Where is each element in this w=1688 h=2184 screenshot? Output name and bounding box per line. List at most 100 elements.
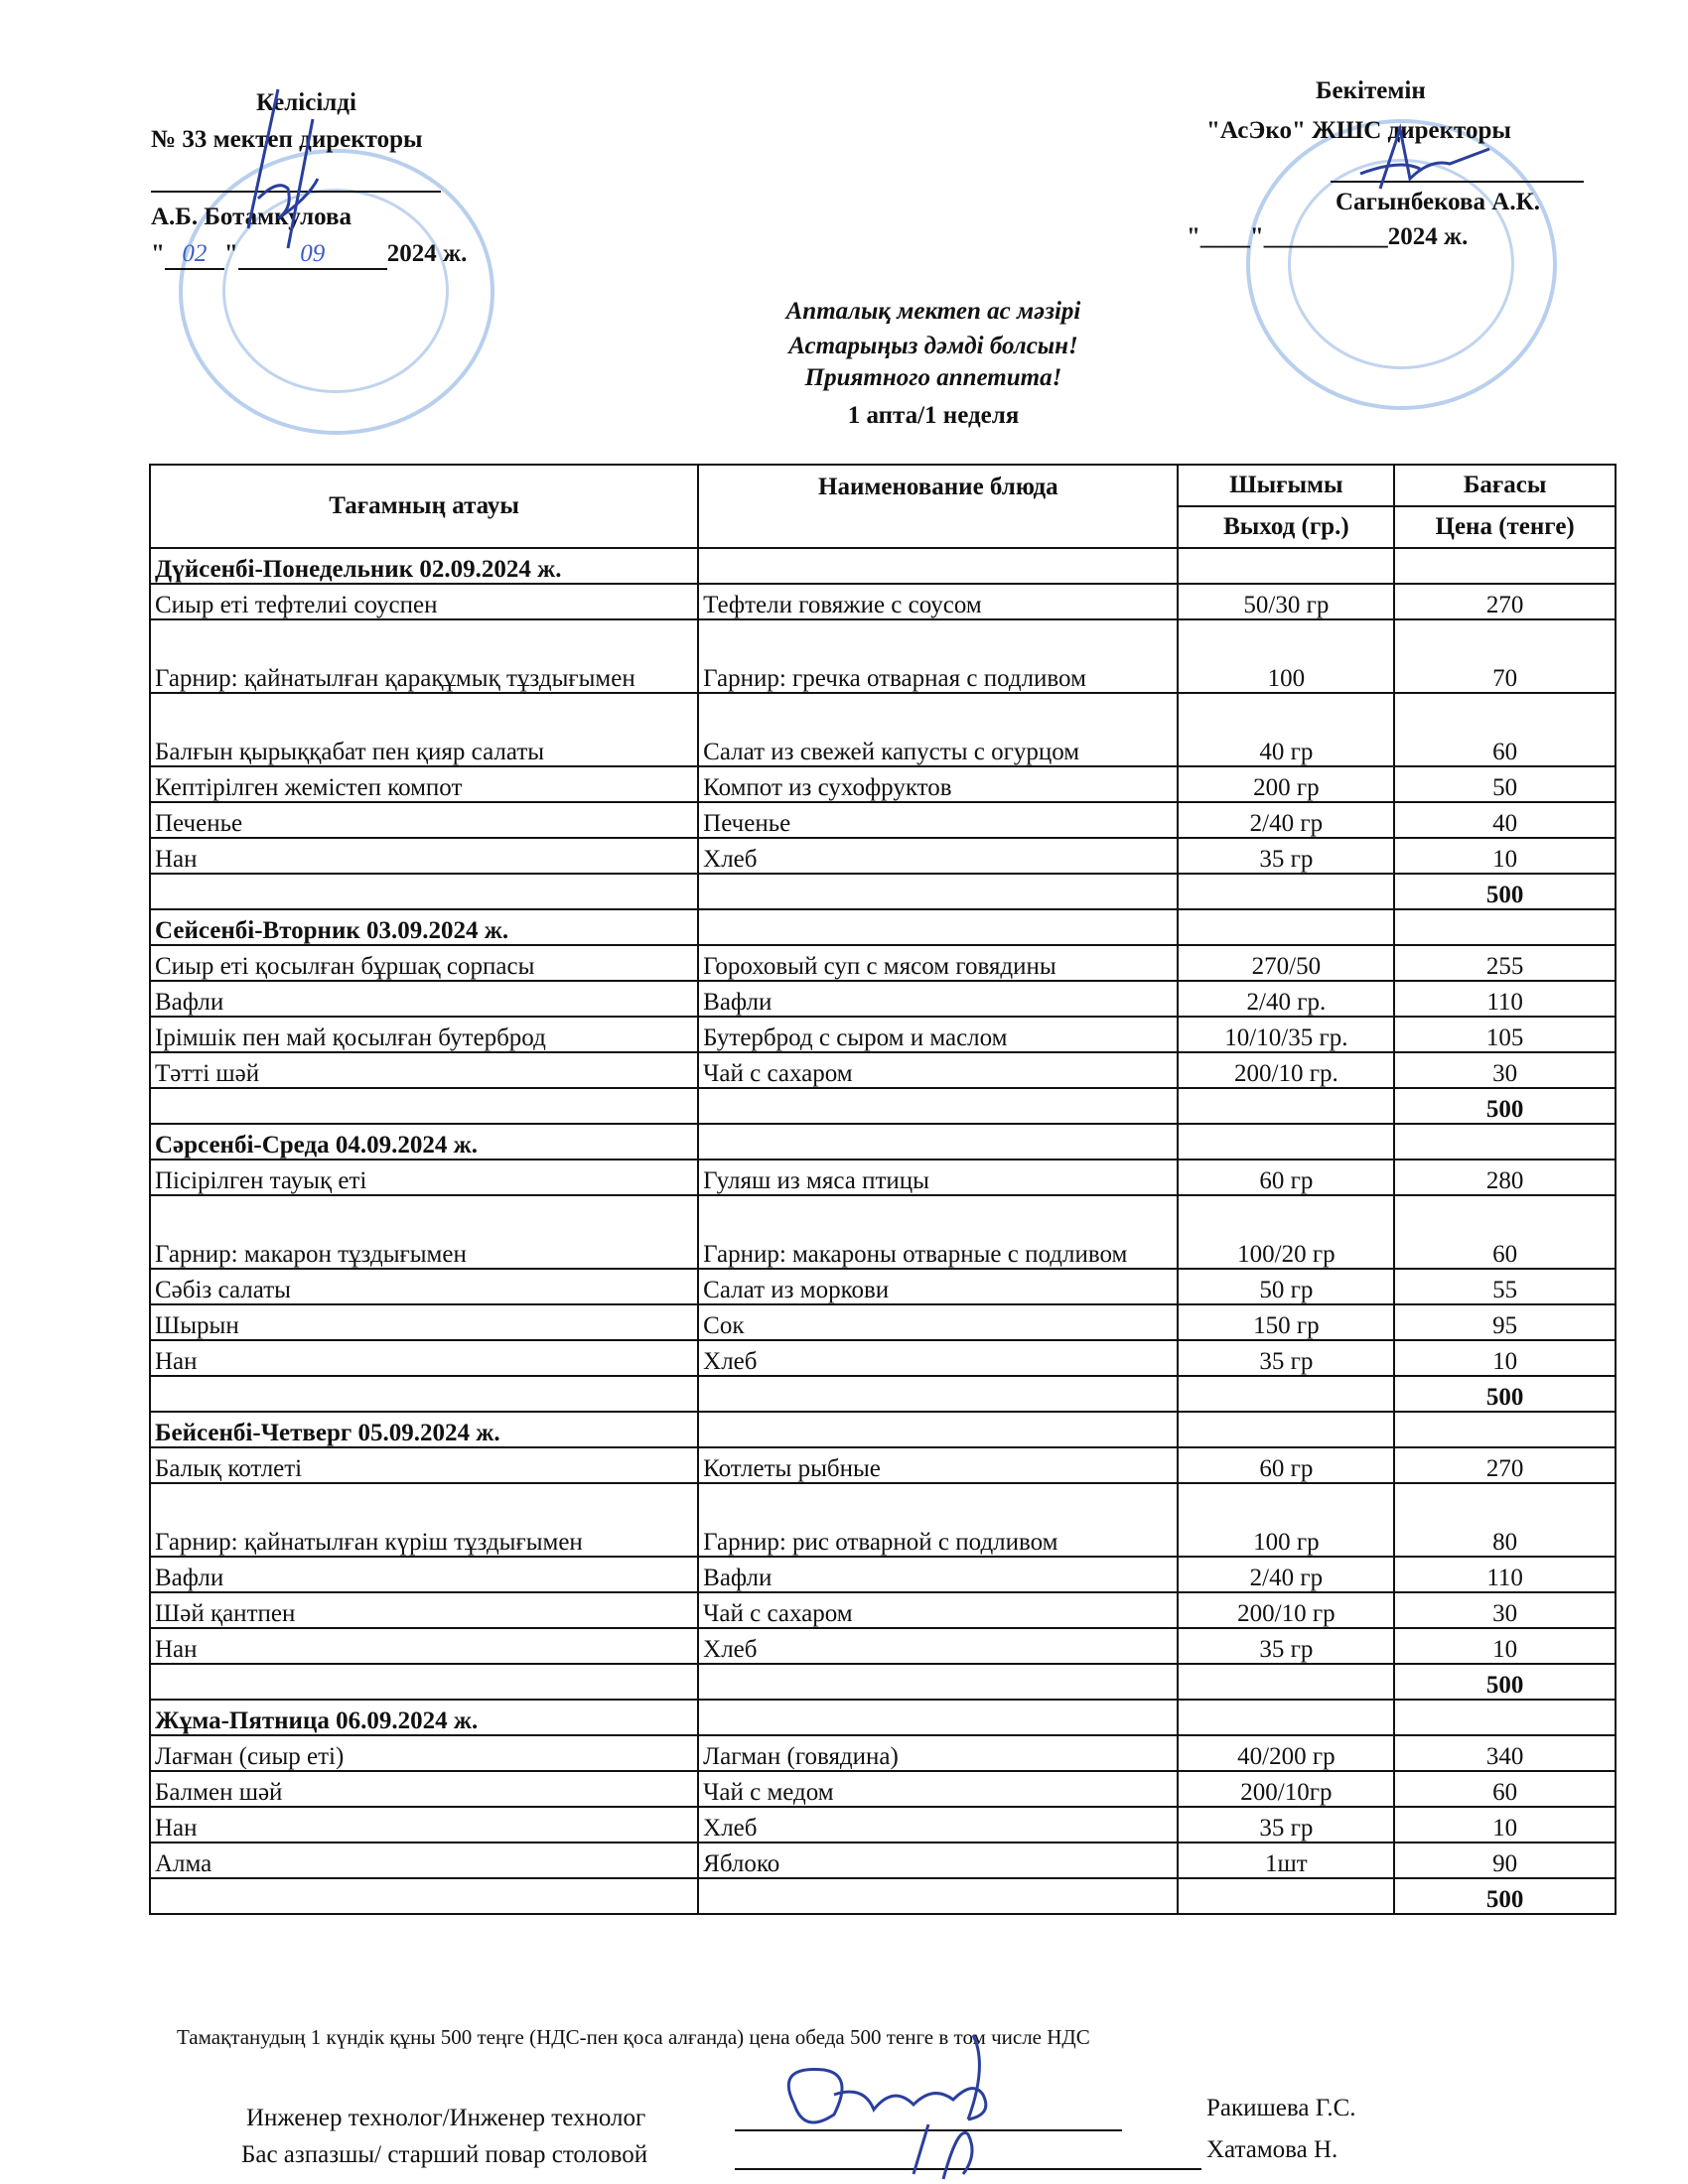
empty-cell [1177,1663,1396,1701]
table-row: Балық котлеті Котлеты рыбные 60 гр 270 [148,1446,1617,1484]
day-total-row: 500 [148,1087,1617,1125]
approval-right-signature-line [1331,181,1584,183]
dish-name-kz: Нан [148,1339,700,1377]
table-row: Нан Хлеб 35 гр 10 [148,1806,1617,1843]
dish-name-kz: Сиыр еті тефтелиі соуспен [148,583,700,620]
dish-name-ru: Чай с медом [697,1770,1180,1808]
company-seal-inner-ring [1288,159,1514,369]
dish-price: 95 [1393,1303,1617,1341]
company-seal-stamp [1246,119,1557,410]
empty-cell [1393,1699,1617,1736]
signer-name-1: Ракишева Г.С. [1206,2095,1356,2121]
dish-yield: 2/40 гр [1177,801,1396,839]
date-year: 2024 ж. [386,240,468,267]
empty-cell [697,1663,1180,1701]
dish-name-kz: Кептірілген жемістеп компот [148,765,700,803]
signer-role-2: Бас азпазшы/ старший повар столовой [241,2141,648,2168]
dish-name-kz: Алма [148,1842,700,1879]
dish-yield: 100 гр [1177,1482,1396,1558]
dish-name-kz: Гарнир: қайнатылған қарақұмық тұздығымен [148,618,700,694]
empty-cell [697,1411,1180,1448]
empty-cell [697,1877,1180,1915]
table-row: Гарнир: қайнатылған қарақұмық тұздығымен… [148,618,1617,694]
dish-yield: 150 гр [1177,1303,1396,1341]
dish-price: 105 [1393,1016,1617,1053]
dish-price: 110 [1393,980,1617,1018]
approval-left-date: " 02 " 09 2024 ж. [151,240,467,270]
dish-name-kz: Сәбіз салаты [148,1268,700,1305]
dish-yield: 35 гр [1177,1627,1396,1665]
day-label: Дүйсенбі-Понедельник 02.09.2024 ж. [148,547,700,585]
header-price-ru: Цена (тенге) [1393,505,1617,549]
approval-right-position: "АсЭко" ЖШС директоры [1206,117,1511,144]
table-row: Сиыр еті қосылған бұршақ сорпасы Гороховы… [148,944,1617,982]
dish-name-kz: Тәтті шәй [148,1051,700,1089]
empty-cell [1177,1087,1396,1125]
day-header-row: Бейсенбі-Четверг 05.09.2024 ж. [148,1411,1617,1448]
school-seal-inner-ring [222,189,449,393]
day-label: Сейсенбі-Вторник 03.09.2024 ж. [148,908,700,946]
table-row: Вафли Вафли 2/40 гр. 110 [148,980,1617,1018]
dish-name-kz: Вафли [148,1556,700,1593]
dish-name-ru: Гороховый суп с мясом говядины [697,944,1180,982]
day-label: Жұма-Пятница 06.09.2024 ж. [148,1699,700,1736]
table-row: Ірімшік пен май қосылған бутерброд Бутерб… [148,1016,1617,1053]
dish-yield: 40/200 гр [1177,1734,1396,1772]
dish-price: 40 [1393,801,1617,839]
menu-body: Дүйсенбі-Понедельник 02.09.2024 ж. Сиыр е… [148,547,1617,1915]
dish-yield: 50 гр [1177,1268,1396,1305]
empty-cell [1177,1877,1396,1915]
day-header-row: Дүйсенбі-Понедельник 02.09.2024 ж. [148,547,1617,585]
day-total: 500 [1393,873,1617,910]
dish-yield: 100 [1177,618,1396,694]
approval-right-heading: Бекітемін [1316,77,1426,104]
day-header-row: Жұма-Пятница 06.09.2024 ж. [148,1699,1617,1736]
dish-name-ru: Хлеб [697,1627,1180,1665]
dish-yield: 200/10 гр. [1177,1051,1396,1089]
empty-cell [148,1877,700,1915]
dish-name-ru: Печенье [697,801,1180,839]
dish-price: 10 [1393,1806,1617,1843]
dish-name-kz: Пісірілген тауық еті [148,1159,700,1196]
menu-table: Тағамның атауы Наименование блюда Шығымы… [148,464,1617,1915]
dish-yield: 2/40 гр [1177,1556,1396,1593]
menu-title: Апталық мектеп ас мәзірі [785,298,1081,325]
table-row: Гарнир: макарон тұздығымен Гарнир: макаро… [148,1194,1617,1270]
dish-name-kz: Печенье [148,801,700,839]
dish-name-ru: Гарнир: макароны отварные с подливом [697,1194,1180,1270]
signer-role-1: Инженер технолог/Инженер технолог [246,2105,646,2131]
dish-price: 270 [1393,583,1617,620]
dish-name-ru: Яблоко [697,1842,1180,1879]
dish-yield: 200/10 гр [1177,1591,1396,1629]
dish-price: 60 [1393,1770,1617,1808]
empty-cell [1177,873,1396,910]
table-row: Сиыр еті тефтелиі соуспен Тефтели говяжие… [148,583,1617,620]
dish-name-ru: Салат из моркови [697,1268,1180,1305]
dish-yield: 2/40 гр. [1177,980,1396,1018]
empty-cell [697,873,1180,910]
dish-name-kz: Гарнир: қайнатылған күріш тұздығымен [148,1482,700,1558]
dish-yield: 35 гр [1177,837,1396,875]
table-row: Балғын қырыққабат пен қияр салаты Салат и… [148,692,1617,767]
day-total: 500 [1393,1877,1617,1915]
day-label: Сәрсенбі-Среда 04.09.2024 ж. [148,1123,700,1160]
header-yield-ru: Выход (гр.) [1177,505,1396,549]
header-price-kz: Бағасы [1393,464,1617,507]
empty-cell [697,908,1180,946]
dish-name-kz: Балмен шәй [148,1770,700,1808]
dish-name-kz: Ірімшік пен май қосылған бутерброд [148,1016,700,1053]
dish-yield: 10/10/35 гр. [1177,1016,1396,1053]
table-row: Гарнир: қайнатылған күріш тұздығымен Гарн… [148,1482,1617,1558]
dish-name-ru: Котлеты рыбные [697,1446,1180,1484]
empty-cell [1177,547,1396,585]
empty-cell [697,1375,1180,1413]
dish-price: 10 [1393,837,1617,875]
dish-name-kz: Вафли [148,980,700,1018]
day-total-row: 500 [148,1663,1617,1701]
dish-yield: 270/50 [1177,944,1396,982]
technologist-signature [786,2034,988,2180]
empty-cell [148,1087,700,1125]
dish-name-ru: Чай с сахаром [697,1591,1180,1629]
dish-name-kz: Балғын қырыққабат пен қияр салаты [148,692,700,767]
dish-yield: 50/30 гр [1177,583,1396,620]
